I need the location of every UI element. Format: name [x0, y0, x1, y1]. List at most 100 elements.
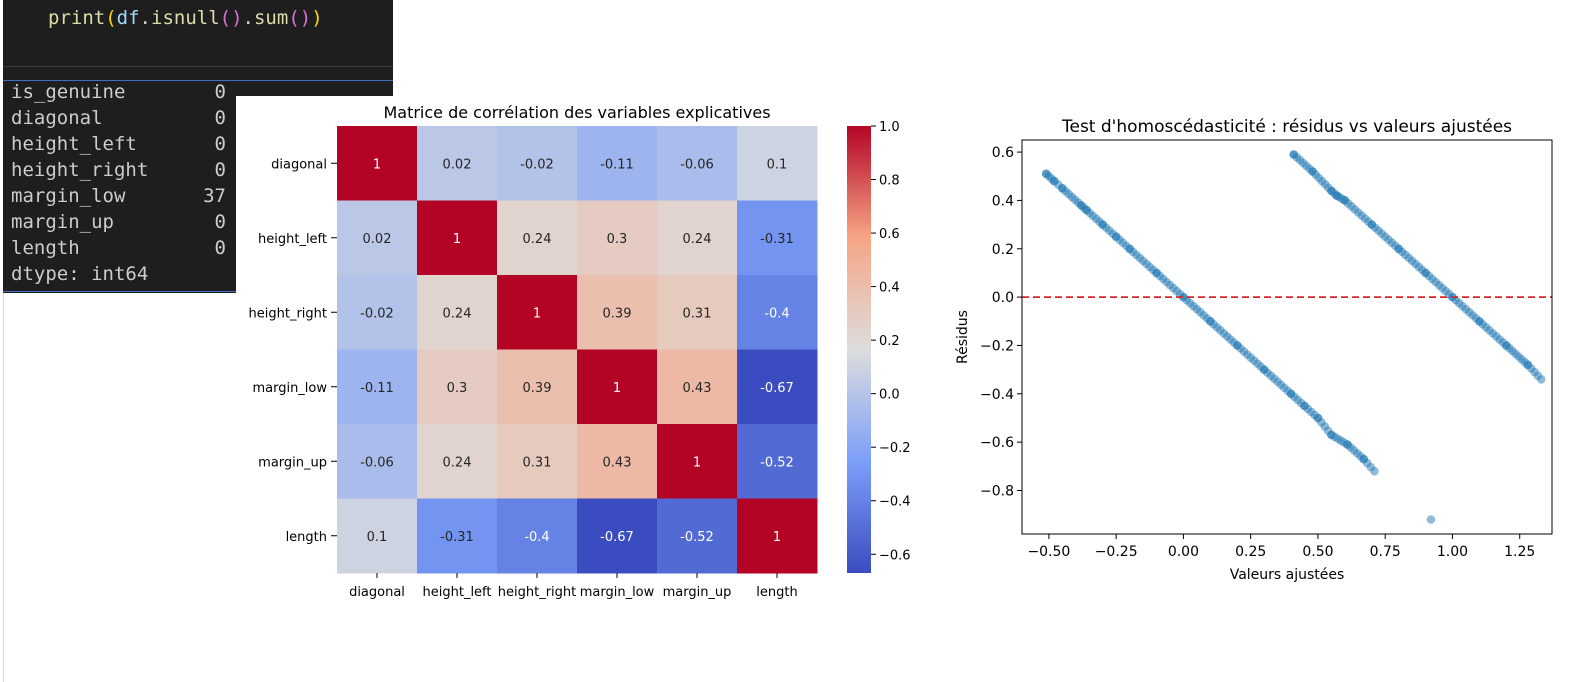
- heatmap-row-label: height_right: [249, 306, 327, 321]
- heatmap-cell-value: -0.02: [360, 306, 394, 321]
- heatmap-cell-value: 0.02: [363, 232, 392, 247]
- residual-point: [1501, 341, 1511, 350]
- residual-point: [1111, 232, 1121, 241]
- y-axis-tick-label: −0.6: [980, 435, 1014, 451]
- y-axis-tick-label: 0.4: [992, 193, 1014, 209]
- residual-point: [1370, 466, 1379, 476]
- y-axis-tick-label: −0.4: [980, 387, 1014, 403]
- residual-point: [1289, 150, 1299, 159]
- residuals-scatter-figure: Test d'homoscédasticité : résidus vs val…: [940, 110, 1560, 610]
- residual-point: [1523, 360, 1533, 370]
- heatmap-cell: [737, 200, 818, 276]
- residual-point: [1300, 401, 1309, 411]
- code-method-isnull: isnull: [151, 7, 220, 29]
- heatmap-cell: [657, 126, 738, 201]
- heatmap-col-label: height_left: [423, 585, 492, 600]
- output-row: height_right 0: [11, 159, 226, 181]
- code-line: print(df.isnull().sum()): [48, 7, 323, 29]
- output-divider: [3, 80, 393, 81]
- colorbar: [847, 126, 871, 573]
- heatmap-cell: [417, 424, 498, 499]
- y-axis-tick-label: 0.2: [992, 242, 1014, 258]
- residual-point: [1125, 244, 1134, 254]
- colorbar-tick-label: −0.6: [879, 548, 911, 563]
- heatmap-cell: [417, 275, 498, 350]
- heatmap-cell-value: -0.06: [360, 455, 394, 470]
- x-axis-tick-label: −0.50: [1027, 544, 1070, 560]
- code-cell[interactable]: print(df.isnull().sum()): [3, 0, 393, 66]
- heatmap-cell: [577, 498, 658, 574]
- residual-point: [1082, 205, 1091, 215]
- heatmap-row-label: diagonal: [271, 157, 327, 172]
- colorbar-tick-label: 0.4: [879, 281, 900, 296]
- residual-point: [1313, 413, 1323, 423]
- heatmap-cell-value: -0.11: [360, 381, 394, 396]
- colorbar-tick-label: −0.2: [879, 441, 911, 456]
- residual-point: [1394, 244, 1403, 254]
- colorbar-tick-label: 0.2: [879, 334, 900, 349]
- heatmap-cell: [657, 275, 738, 350]
- heatmap-cell: [417, 126, 498, 201]
- residual-point: [1206, 316, 1215, 326]
- y-axis-tick-label: −0.8: [980, 483, 1014, 499]
- heatmap-cell-value: -0.52: [680, 530, 714, 545]
- heatmap-cell-value: -0.4: [524, 530, 549, 545]
- heatmap-cell: [337, 424, 418, 499]
- x-axis-tick-label: 0.75: [1370, 544, 1401, 560]
- residuals-scatter-chart: Test d'homoscédasticité : résidus vs val…: [955, 117, 1553, 583]
- heatmap-cell: [497, 349, 578, 425]
- x-axis-tick-label: 1.00: [1437, 544, 1468, 560]
- heatmap-cell-value: -0.31: [440, 530, 474, 545]
- heatmap-row-label: margin_low: [252, 381, 327, 396]
- residual-point: [1041, 169, 1051, 179]
- x-axis-label: Valeurs ajustées: [1230, 567, 1345, 583]
- residual-point: [1058, 184, 1067, 193]
- heatmap-col-label: height_right: [498, 585, 576, 600]
- residual-point: [1308, 167, 1317, 176]
- heatmap-cell-value: 0.39: [523, 381, 552, 396]
- colorbar-tick-label: 0.0: [879, 388, 900, 403]
- heatmap-title: Matrice de corrélation des variables exp…: [383, 103, 770, 122]
- heatmap-cell-value: 1: [773, 530, 781, 545]
- output-dtype: dtype: int64: [11, 263, 149, 285]
- heatmap-cell: [577, 424, 658, 499]
- code-variable: df: [116, 7, 140, 29]
- residual-point: [1286, 389, 1296, 399]
- heatmap-cell-value: 1: [613, 381, 621, 396]
- heatmap-col-label: length: [756, 585, 797, 600]
- output-row: height_left 0: [11, 133, 226, 155]
- heatmap-col-label: diagonal: [349, 585, 405, 600]
- heatmap-row-label: margin_up: [258, 455, 327, 470]
- heatmap-cell: [497, 498, 578, 574]
- page-left-border: [3, 0, 4, 682]
- heatmap-cell-value: 0.1: [367, 530, 388, 545]
- heatmap-cell-value: -0.67: [600, 530, 634, 545]
- residual-point: [1426, 515, 1436, 524]
- residual-point: [1421, 268, 1430, 278]
- heatmap-cell-value: -0.31: [760, 232, 794, 247]
- heatmap-cell: [657, 349, 738, 425]
- heatmap-cell-value: 0.43: [603, 455, 632, 470]
- heatmap-cell: [577, 275, 658, 350]
- heatmap-cell-value: 0.24: [443, 306, 472, 321]
- heatmap-cell-value: 0.31: [523, 455, 552, 470]
- heatmap-cell: [737, 424, 818, 499]
- heatmap-cell: [417, 498, 498, 574]
- correlation-heatmap-figure: Matrice de corrélation des variables exp…: [236, 96, 936, 616]
- x-axis-tick-label: 0.00: [1168, 544, 1199, 560]
- output-divider-bottom: [3, 291, 237, 292]
- heatmap-cell: [337, 349, 418, 425]
- scatter-title: Test d'homoscédasticité : résidus vs val…: [1061, 117, 1512, 137]
- output-row: margin_low 37: [11, 185, 226, 207]
- heatmap-cell: [657, 498, 738, 574]
- residual-point: [1340, 196, 1350, 205]
- heatmap-cell-value: 1: [453, 232, 461, 247]
- colorbar-tick-label: 1.0: [879, 120, 900, 135]
- heatmap-cell: [737, 275, 818, 350]
- heatmap-cell-value: 0.1: [767, 157, 788, 172]
- heatmap-cell-value: 1: [693, 455, 701, 470]
- heatmap-cell-value: 0.24: [523, 232, 552, 247]
- x-axis-tick-label: 0.50: [1302, 544, 1333, 560]
- y-axis-tick-label: 0.6: [992, 145, 1014, 161]
- heatmap-cell: [577, 126, 658, 201]
